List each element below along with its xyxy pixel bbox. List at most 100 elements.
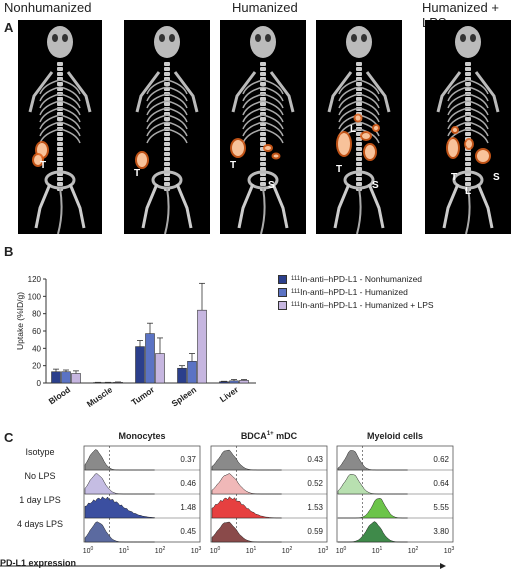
- ct-scan-image: T: [18, 20, 102, 234]
- x-tick-label: 103: [318, 546, 329, 555]
- histogram-peak: [84, 521, 155, 543]
- isotope-superscript: 111: [291, 289, 301, 295]
- bar: [177, 367, 187, 384]
- histogram-peak: [338, 521, 408, 543]
- x-tick-label: 101: [119, 546, 130, 555]
- mfi-value: 0.52: [307, 479, 323, 488]
- group-name: BDCA: [240, 431, 267, 441]
- bar: [197, 309, 207, 384]
- category-label: Blood: [47, 384, 72, 406]
- mfi-value: 5.55: [433, 503, 449, 512]
- x-tick-label: 100: [210, 546, 221, 555]
- uptake-bar-chart: 0 20 40 60 80 100 120 Blood Muscle Tumor Spleen Liv…: [28, 275, 256, 409]
- organ-label: T: [336, 164, 343, 175]
- x-tick-label: 102: [408, 546, 419, 555]
- mfi-value: 0.46: [180, 479, 196, 488]
- histogram-peak: [337, 450, 408, 471]
- organ-label: L: [350, 124, 357, 135]
- category-label: Tumor: [129, 384, 156, 407]
- group-suffix: mDC: [273, 431, 298, 441]
- flow-group-title: Monocytes: [92, 431, 192, 441]
- header-humanized: Humanized: [232, 0, 298, 15]
- histogram-peak: [211, 473, 282, 495]
- organ-label: S: [493, 172, 500, 183]
- mfi-value: 3.80: [433, 527, 449, 536]
- bar: [155, 353, 165, 384]
- legend-swatch: [278, 300, 287, 310]
- histogram-peak: [84, 473, 155, 495]
- legend-swatch: [278, 287, 287, 297]
- ct-scan-image: L T S: [316, 20, 402, 234]
- histogram-peak: [211, 521, 282, 543]
- x-tick-label: 103: [191, 546, 202, 555]
- pd-l1-axis-label: PD-L1 expression: [0, 558, 77, 568]
- panel-c-letter: C: [4, 430, 14, 445]
- y-tick-label: 60: [32, 327, 41, 336]
- bar: [61, 371, 71, 384]
- skeleton-illustration: [436, 26, 500, 234]
- y-tick-label: 40: [32, 344, 41, 353]
- axis-arrowhead: [440, 563, 446, 569]
- row-label: Isotype: [25, 447, 55, 457]
- x-tick-label: 101: [372, 546, 383, 555]
- organ-label: T: [40, 160, 47, 171]
- mfi-value: 0.59: [307, 527, 323, 536]
- legend-label: In-anti–hPD-L1 - Humanized: [300, 287, 408, 297]
- mfi-value: 0.45: [180, 527, 196, 536]
- y-tick-label: 80: [32, 310, 41, 319]
- bar: [71, 373, 81, 384]
- mfi-value: 1.48: [180, 503, 196, 512]
- panel-a-letter: A: [4, 20, 14, 35]
- x-tick-label: 102: [282, 546, 293, 555]
- mfi-value: 0.37: [180, 455, 196, 464]
- x-tick-label: 100: [83, 546, 94, 555]
- group-name: Monocytes: [118, 431, 166, 441]
- x-tick-label: 101: [246, 546, 257, 555]
- legend-entry: 111 In-anti–hPD-L1 - Humanized + LPS: [278, 300, 434, 310]
- bar: [229, 380, 239, 384]
- organ-label: S: [372, 180, 379, 191]
- bar: [219, 381, 229, 384]
- histogram-peak: [211, 449, 282, 471]
- organ-label: T: [134, 168, 141, 179]
- y-tick-label: 100: [28, 292, 42, 301]
- bar: [145, 333, 155, 384]
- organ-label: T: [451, 172, 458, 183]
- group-sup: 1+: [266, 431, 274, 437]
- isotope-superscript: 111: [291, 276, 301, 282]
- histogram-peak: [337, 474, 408, 495]
- histogram-peak: [338, 498, 408, 519]
- flow-histograms: 100 101 102 103 100 101 102 103 100 101 102 103: [0, 445, 455, 569]
- mfi-value: 0.64: [433, 479, 449, 488]
- bar: [239, 380, 249, 384]
- legend-entry: 111 In-anti–hPD-L1 - Nonhumanized: [278, 274, 422, 284]
- bar: [51, 371, 61, 384]
- y-tick-label: 120: [28, 275, 42, 284]
- organ-label: S: [268, 180, 275, 191]
- header-nonhumanized: Nonhumanized: [4, 0, 92, 15]
- row-label: No LPS: [24, 471, 56, 481]
- mfi-value: 0.43: [307, 455, 323, 464]
- category-label: Liver: [218, 384, 241, 404]
- skeleton-illustration: [230, 26, 295, 234]
- group-name: Myeloid cells: [366, 431, 424, 441]
- ct-scan-image: T: [124, 20, 210, 234]
- flow-group-title: Myeloid cells: [345, 431, 445, 441]
- x-tick-label: 102: [155, 546, 166, 555]
- flow-group-title: BDCA1+ mDC: [219, 431, 319, 441]
- row-label: 4 days LPS: [16, 519, 64, 529]
- legend-label: In-anti–hPD-L1 - Nonhumanized: [300, 274, 423, 284]
- isotope-superscript: 111: [291, 302, 301, 308]
- legend-swatch: [278, 274, 287, 284]
- bar: [187, 361, 197, 384]
- row-label: 1 day LPS: [19, 495, 61, 505]
- mfi-value: 0.62: [433, 455, 449, 464]
- y-tick-label: 0: [37, 379, 42, 388]
- y-tick-label: 20: [32, 362, 41, 371]
- panel-b-letter: B: [4, 244, 14, 259]
- bar: [135, 346, 145, 384]
- mfi-value: 1.53: [307, 503, 323, 512]
- histogram-peak: [84, 496, 155, 519]
